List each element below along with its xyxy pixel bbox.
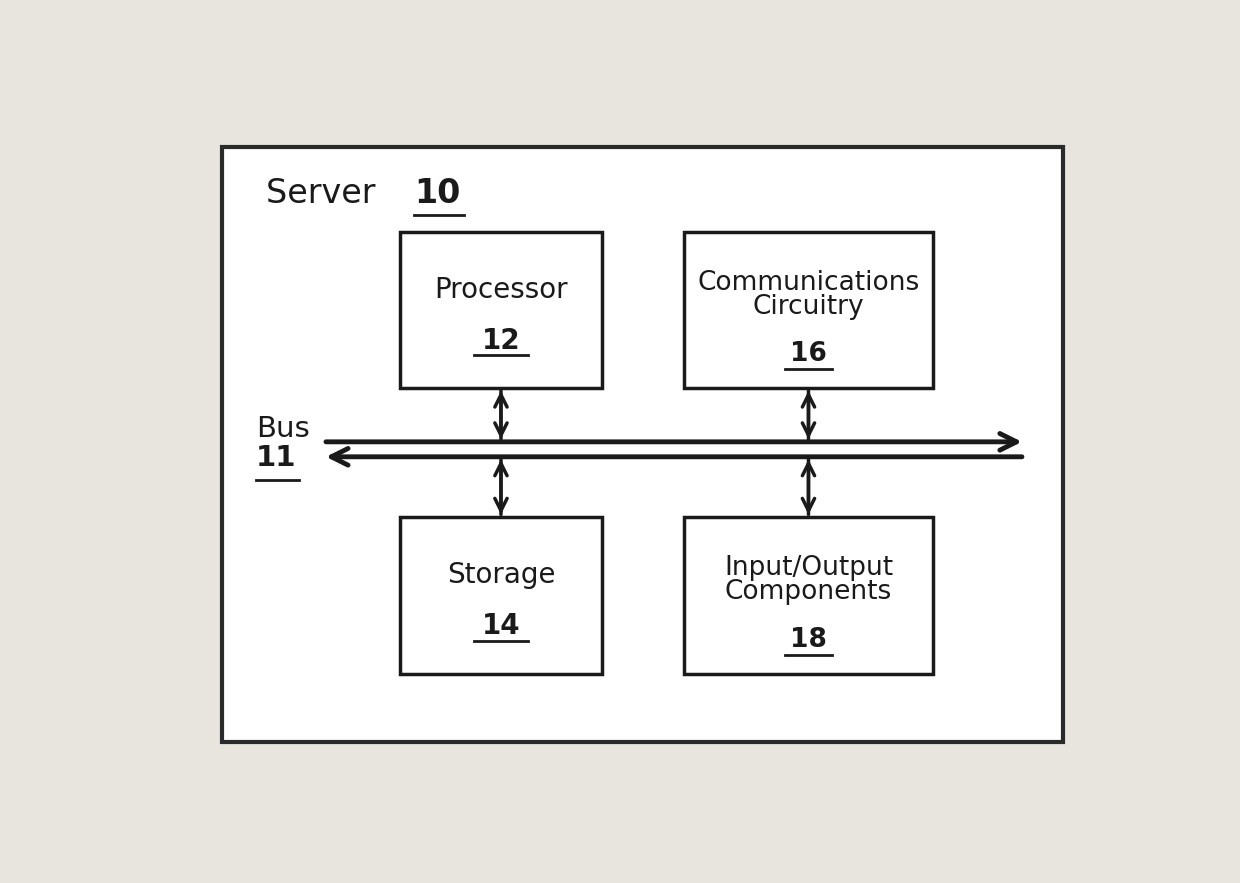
- Bar: [683, 231, 934, 389]
- Bar: [683, 517, 934, 674]
- Text: 11: 11: [255, 444, 296, 472]
- Text: 12: 12: [481, 327, 521, 355]
- Text: Input/Output: Input/Output: [724, 555, 893, 581]
- Text: Server: Server: [265, 177, 386, 210]
- Bar: [222, 147, 1063, 742]
- Text: 14: 14: [481, 612, 521, 640]
- Text: Circuitry: Circuitry: [753, 293, 864, 320]
- Text: 18: 18: [790, 627, 827, 653]
- Bar: [401, 517, 601, 674]
- Text: Components: Components: [725, 579, 892, 605]
- Bar: [401, 231, 601, 389]
- Text: Processor: Processor: [434, 275, 568, 304]
- Text: 10: 10: [414, 177, 461, 210]
- Text: Communications: Communications: [697, 269, 920, 296]
- Text: Bus: Bus: [255, 415, 310, 443]
- Text: 16: 16: [790, 341, 827, 367]
- Text: Storage: Storage: [446, 561, 556, 589]
